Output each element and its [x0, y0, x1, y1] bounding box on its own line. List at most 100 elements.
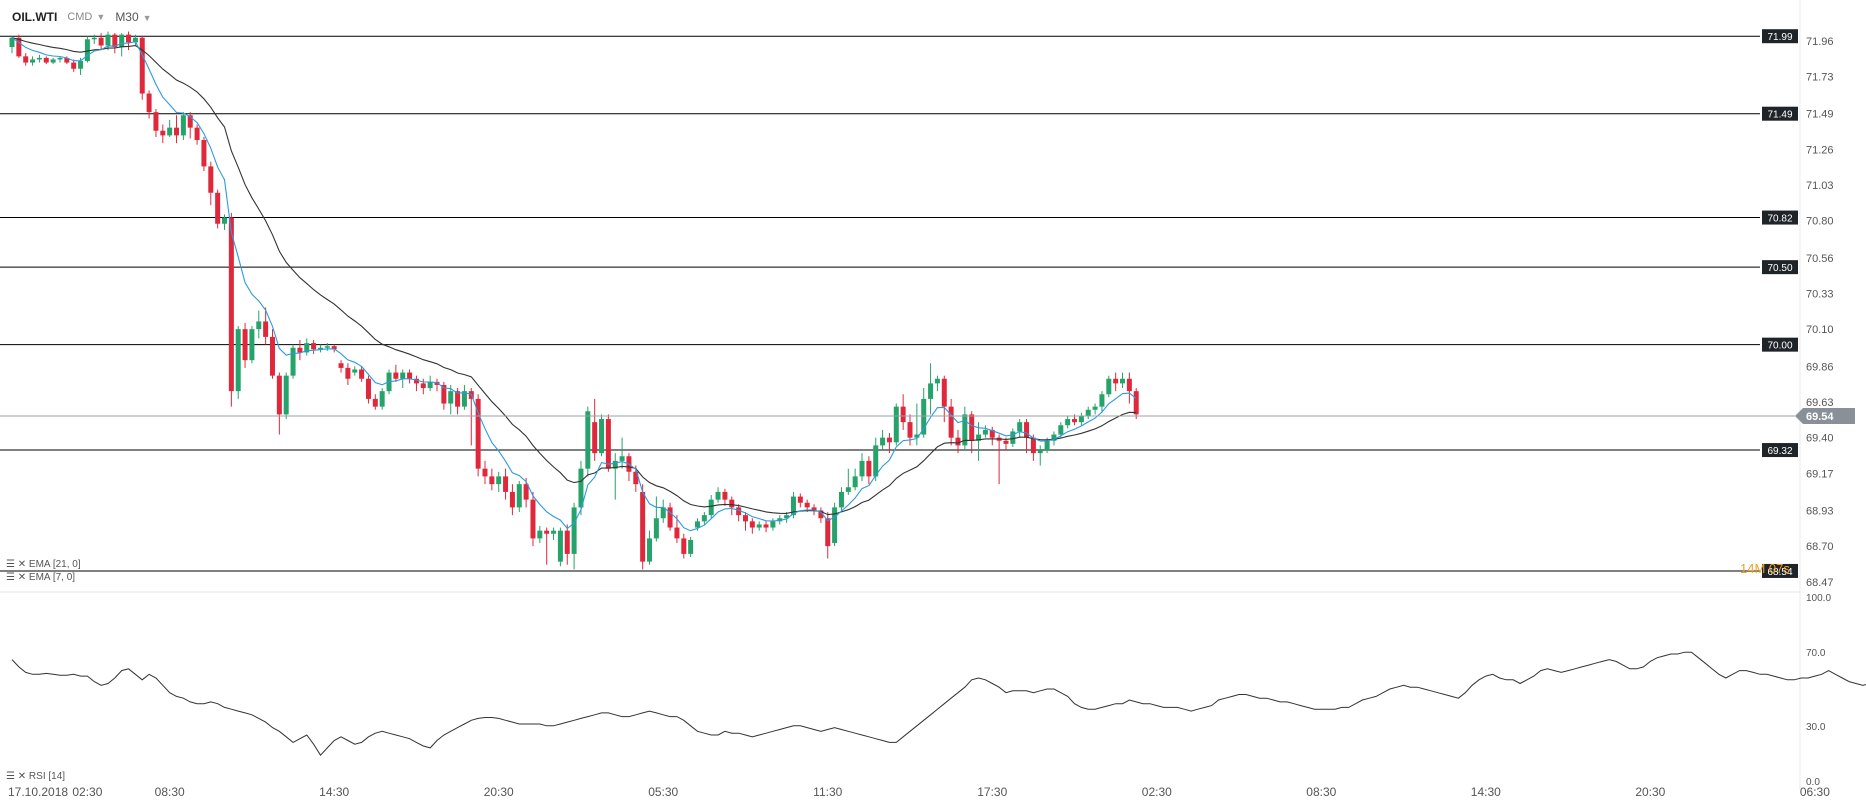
candle-body[interactable]	[784, 515, 790, 519]
candle-body[interactable]	[194, 127, 200, 141]
candle-body[interactable]	[174, 127, 180, 136]
menu-icon[interactable]: ☰	[6, 572, 15, 583]
candle-body[interactable]	[379, 391, 385, 407]
candle-body[interactable]	[557, 530, 563, 562]
candle-body[interactable]	[749, 521, 755, 528]
candle-body[interactable]	[790, 496, 796, 516]
candle-body[interactable]	[832, 507, 838, 544]
candle-body[interactable]	[290, 347, 296, 376]
candle-body[interactable]	[9, 37, 15, 48]
candle-body[interactable]	[592, 422, 598, 454]
candle-body[interactable]	[955, 437, 961, 446]
candle-body[interactable]	[105, 34, 111, 46]
menu-icon[interactable]: ☰	[6, 559, 15, 570]
candle-body[interactable]	[180, 115, 186, 136]
candle-body[interactable]	[249, 329, 255, 361]
candle-body[interactable]	[934, 378, 940, 384]
candle-body[interactable]	[900, 406, 906, 423]
candle-body[interactable]	[818, 510, 824, 519]
candle-body[interactable]	[23, 56, 29, 63]
candle-body[interactable]	[441, 384, 447, 404]
candle-body[interactable]	[701, 515, 707, 522]
candle-body[interactable]	[57, 57, 63, 60]
candle-body[interactable]	[407, 372, 413, 379]
candle-body[interactable]	[317, 347, 323, 350]
candle-body[interactable]	[729, 499, 735, 508]
candle-body[interactable]	[400, 372, 406, 379]
candle-body[interactable]	[1017, 422, 1023, 432]
candle-body[interactable]	[1003, 440, 1009, 444]
candle-body[interactable]	[1078, 415, 1084, 423]
candle-body[interactable]	[139, 37, 145, 94]
candle-body[interactable]	[119, 34, 125, 48]
candle-body[interactable]	[153, 112, 159, 131]
candle-body[interactable]	[1044, 440, 1050, 451]
candle-body[interactable]	[365, 378, 371, 399]
candle-body[interactable]	[859, 460, 865, 477]
candle-body[interactable]	[304, 343, 310, 353]
candle-body[interactable]	[71, 62, 77, 69]
candle-body[interactable]	[989, 429, 995, 438]
candle-body[interactable]	[811, 507, 817, 511]
candle-body[interactable]	[585, 411, 591, 469]
candle-body[interactable]	[215, 192, 221, 224]
close-icon[interactable]: ✕	[17, 771, 27, 782]
candle-body[interactable]	[880, 437, 886, 446]
menu-icon[interactable]: ☰	[6, 771, 15, 782]
candle-body[interactable]	[976, 434, 982, 441]
candle-body[interactable]	[660, 507, 666, 519]
candle-body[interactable]	[537, 530, 543, 539]
candle-body[interactable]	[722, 491, 728, 500]
candle-body[interactable]	[1065, 419, 1071, 426]
candle-body[interactable]	[921, 398, 927, 435]
candle-body[interactable]	[825, 518, 831, 547]
candle-body[interactable]	[263, 321, 269, 337]
candle-body[interactable]	[201, 140, 207, 167]
candle-body[interactable]	[50, 59, 56, 63]
close-icon[interactable]: ✕	[17, 559, 27, 570]
candle-body[interactable]	[338, 363, 344, 368]
candle-body[interactable]	[1024, 422, 1030, 438]
instrument-type-dropdown[interactable]: CMD ▼	[67, 11, 105, 23]
candle-body[interactable]	[605, 419, 611, 469]
candle-body[interactable]	[160, 130, 166, 136]
candle-body[interactable]	[256, 321, 262, 330]
candle-body[interactable]	[708, 499, 714, 516]
candle-body[interactable]	[1113, 378, 1119, 384]
candle-body[interactable]	[736, 507, 742, 516]
candle-body[interactable]	[516, 484, 522, 508]
candle-body[interactable]	[969, 414, 975, 441]
candle-body[interactable]	[886, 437, 892, 443]
candle-body[interactable]	[873, 445, 879, 477]
candle-body[interactable]	[866, 460, 872, 477]
candle-body[interactable]	[30, 59, 36, 63]
candle-body[interactable]	[324, 346, 330, 348]
candle-body[interactable]	[893, 406, 899, 443]
candle-body[interactable]	[187, 115, 193, 128]
candle-body[interactable]	[1126, 378, 1132, 392]
candle-body[interactable]	[695, 521, 700, 528]
candle-body[interactable]	[688, 539, 694, 554]
candle-body[interactable]	[269, 336, 275, 376]
candle-body[interactable]	[544, 530, 550, 534]
candle-body[interactable]	[640, 491, 646, 562]
candle-body[interactable]	[283, 375, 289, 415]
candle-body[interactable]	[112, 34, 118, 48]
candle-body[interactable]	[64, 57, 70, 63]
candle-body[interactable]	[941, 378, 947, 407]
candle-body[interactable]	[36, 57, 42, 60]
candle-body[interactable]	[228, 217, 234, 392]
candle-body[interactable]	[928, 383, 934, 399]
candle-body[interactable]	[962, 414, 968, 446]
candle-body[interactable]	[523, 484, 529, 500]
candle-body[interactable]	[797, 496, 803, 503]
indicator-rsi-row[interactable]: ☰ ✕ RSI [14]	[6, 771, 65, 782]
timeframe-dropdown[interactable]: M30 ▼	[115, 10, 151, 24]
candle-body[interactable]	[482, 468, 488, 477]
candle-body[interactable]	[1106, 378, 1112, 395]
candle-body[interactable]	[770, 521, 776, 528]
candle-body[interactable]	[427, 381, 433, 389]
candle-body[interactable]	[222, 217, 228, 224]
instrument-symbol[interactable]: OIL.WTI	[12, 10, 58, 24]
candle-body[interactable]	[345, 367, 351, 379]
